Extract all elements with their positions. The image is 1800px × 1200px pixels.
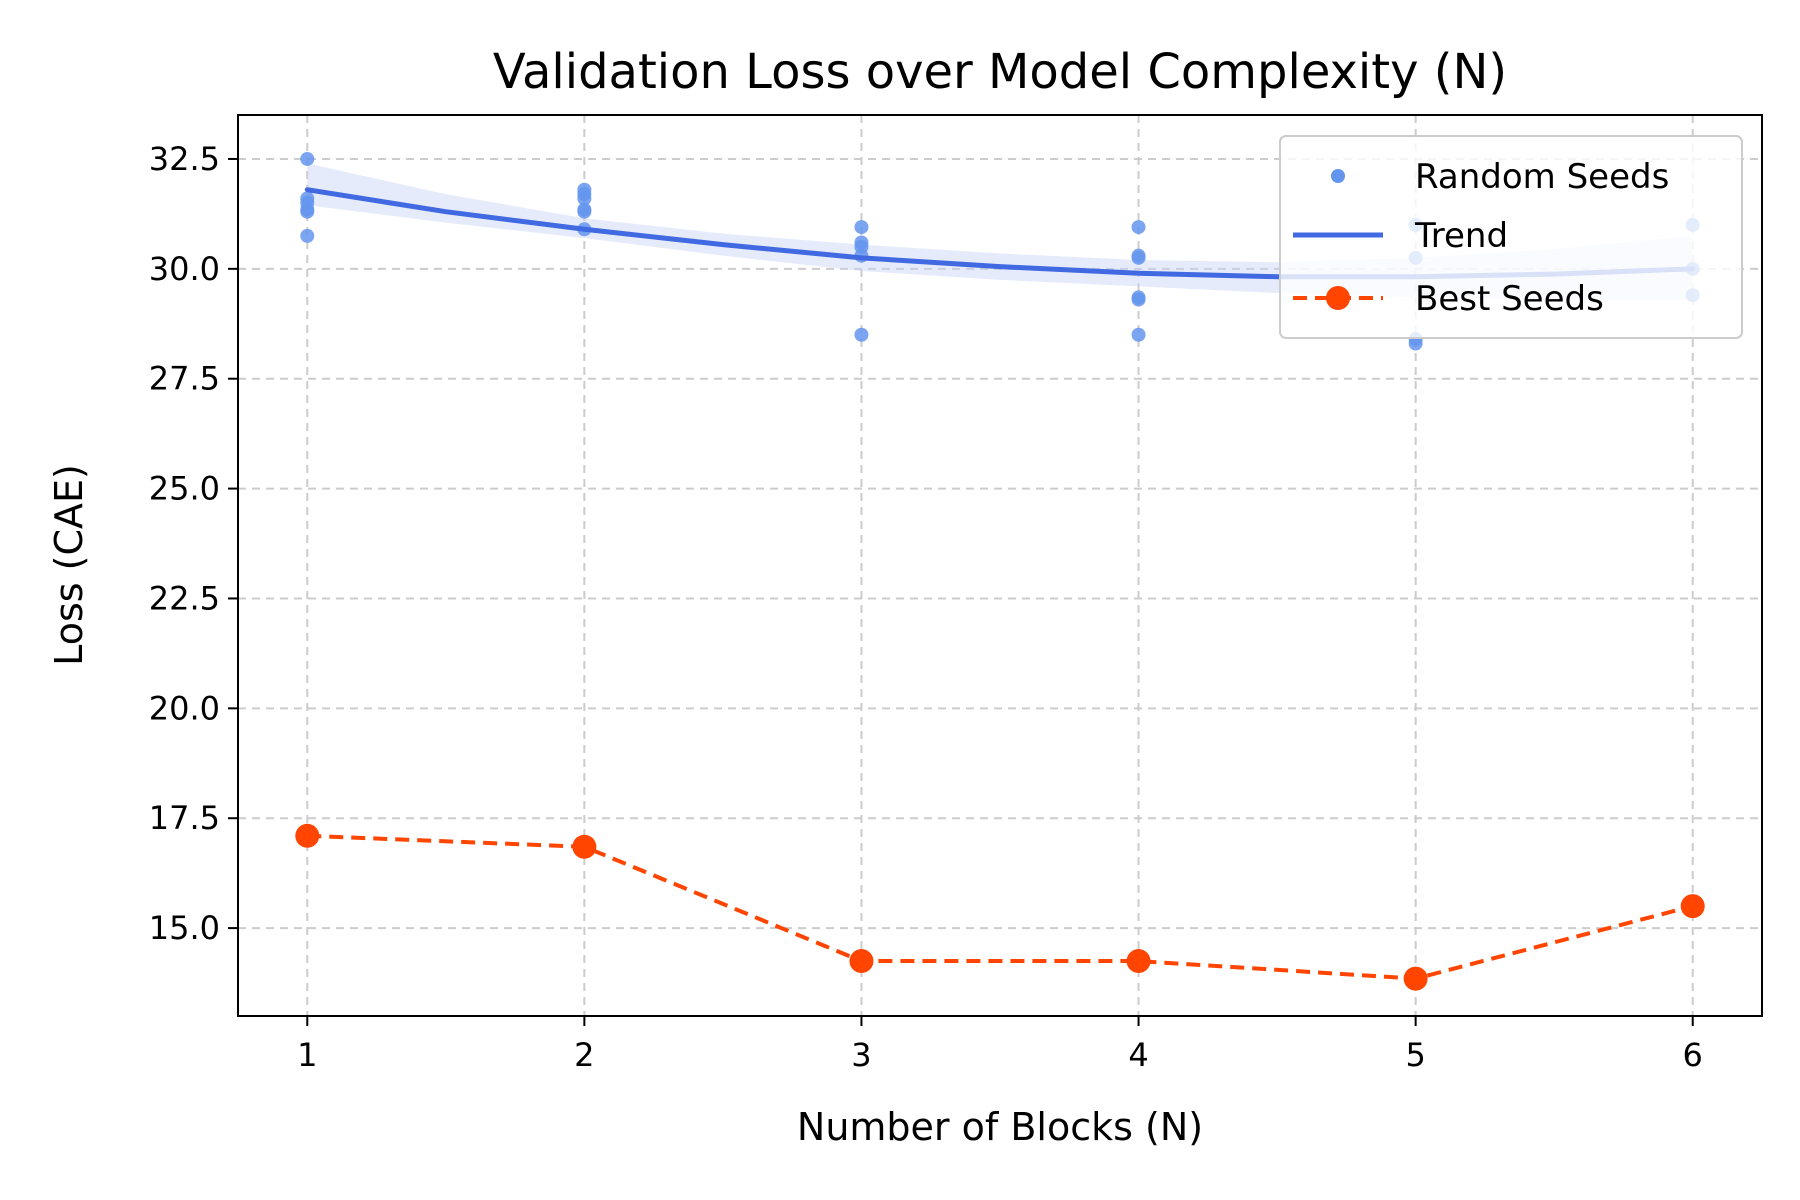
y-axis-ticks: 15.0 17.5 20.0 22.5 25.0 27.5 30.0 32.5 <box>149 140 238 947</box>
random-seed-point-5 <box>300 204 315 219</box>
x-tick-label-1: 1 <box>297 1036 317 1074</box>
y-tick-label-2: 17.5 <box>149 799 220 837</box>
x-tick-label-2: 2 <box>574 1036 594 1074</box>
legend-random-seeds-label: Random Seeds <box>1415 157 1669 197</box>
y-tick-label-4: 22.5 <box>149 579 220 617</box>
random-seed-point-11 <box>577 204 592 219</box>
best-seed-point-3 <box>849 949 874 974</box>
random-seed-point-6 <box>300 228 315 243</box>
best-seed-point-4 <box>1126 949 1151 974</box>
y-tick-label-6: 27.5 <box>149 360 220 398</box>
x-tick-label-5: 5 <box>1405 1036 1425 1074</box>
y-tick-label-3: 20.0 <box>149 689 220 727</box>
legend-box <box>1279 135 1743 339</box>
random-seed-point-1 <box>300 151 315 166</box>
chart-title: Validation Loss over Model Complexity (N… <box>493 44 1507 100</box>
legend-trend-label: Trend <box>1414 216 1508 256</box>
y-tick-label-1: 15.0 <box>149 909 220 947</box>
random-seed-point-22 <box>1131 292 1146 307</box>
x-axis-label: Number of Blocks (N) <box>797 1105 1203 1149</box>
legend-random-seeds-marker <box>1331 169 1345 183</box>
grid-lines <box>238 115 1762 1016</box>
random-seed-point-27 <box>1408 336 1423 351</box>
y-tick-label-8: 32.5 <box>149 140 220 178</box>
legend: Random Seeds Trend Best Seeds <box>1279 135 1743 339</box>
x-tick-label-6: 6 <box>1683 1036 1703 1074</box>
legend-best-seeds-marker <box>1326 286 1350 310</box>
best-seeds-group <box>295 823 1705 991</box>
y-axis-label: Loss (CAE) <box>47 464 91 666</box>
random-seed-point-13 <box>854 220 869 235</box>
plot-frame <box>237 114 1763 1017</box>
best-seed-point-5 <box>1403 966 1428 991</box>
best-seed-point-2 <box>572 834 597 859</box>
y-tick-label-5: 25.0 <box>149 470 220 508</box>
x-axis-ticks: 1 2 3 4 5 6 <box>297 1016 1703 1074</box>
random-seed-point-18 <box>1131 220 1146 235</box>
best-seed-point-1 <box>295 823 320 848</box>
random-seed-point-23 <box>1131 327 1146 342</box>
y-tick-label-7: 30.0 <box>149 250 220 288</box>
random-seed-point-17 <box>854 327 869 342</box>
best-seed-point-6 <box>1680 894 1705 919</box>
x-tick-label-4: 4 <box>1128 1036 1148 1074</box>
best-seeds-line <box>307 833 1694 981</box>
random-seed-point-9 <box>577 191 592 206</box>
random-seed-point-20 <box>1131 250 1146 265</box>
x-tick-label-3: 3 <box>851 1036 871 1074</box>
legend-best-seeds-label: Best Seeds <box>1415 279 1604 319</box>
